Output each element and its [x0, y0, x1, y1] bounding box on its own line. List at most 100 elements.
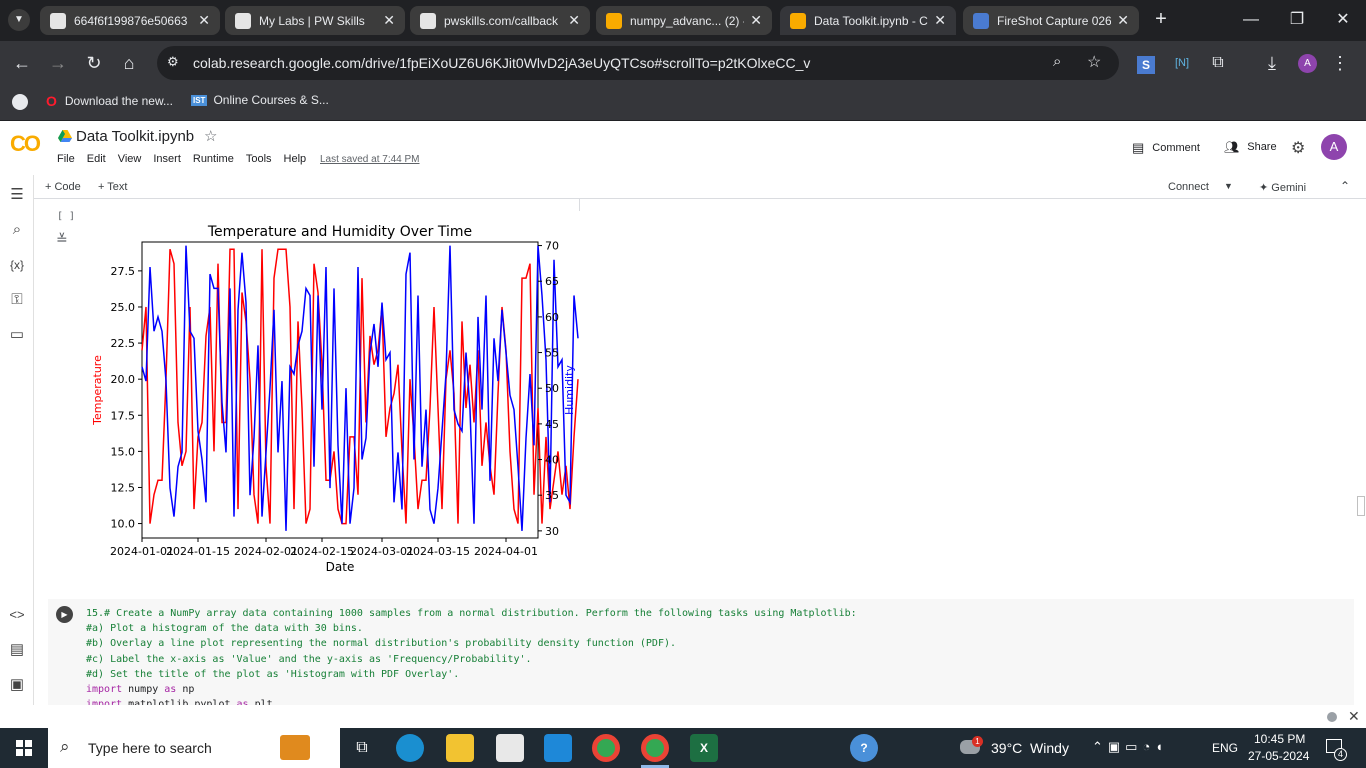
- tab-close-icon[interactable]: ✕: [198, 12, 210, 28]
- windows-start-icon[interactable]: [16, 740, 32, 756]
- command-palette-icon[interactable]: ▤: [9, 641, 25, 658]
- menu-file[interactable]: File: [57, 153, 75, 165]
- share-people-icon: 👥︎: [1224, 140, 1240, 154]
- close-panel-icon[interactable]: ✕: [1348, 708, 1360, 724]
- forward-icon[interactable]: →: [49, 53, 67, 73]
- menu-help[interactable]: Help: [283, 153, 307, 165]
- weather-text[interactable]: 39°C Windy: [991, 740, 1069, 756]
- star-icon[interactable]: ☆: [204, 128, 218, 145]
- bookmark-star-icon[interactable]: ☆: [1087, 54, 1102, 71]
- browser-tab[interactable]: pwskills.com/callback ✕: [410, 6, 590, 35]
- notebook-title[interactable]: Data Toolkit.ipynb: [76, 128, 195, 145]
- run-cell-button[interactable]: ▶: [56, 606, 73, 623]
- share-label: Share: [1247, 141, 1277, 153]
- tab-close-icon[interactable]: ✕: [383, 12, 395, 28]
- y-left-tick-label: 10.0: [111, 518, 136, 531]
- browser-tab[interactable]: My Labs | PW Skills ✕: [225, 6, 405, 35]
- excel-icon[interactable]: X: [690, 734, 718, 762]
- reload-icon[interactable]: ↻: [86, 53, 102, 73]
- close-window-icon[interactable]: ✕: [1336, 11, 1350, 28]
- download-icon[interactable]: ⤓: [1268, 53, 1276, 73]
- browser-tab[interactable]: 664f6f199876e50663 ✕: [40, 6, 220, 35]
- variables-icon[interactable]: {x}: [9, 258, 24, 272]
- colab-logo[interactable]: CO: [10, 131, 41, 156]
- y-left-tick-label: 25.0: [111, 301, 136, 314]
- zoom-icon[interactable]: ⌕: [1053, 53, 1062, 70]
- chrome-icon[interactable]: [592, 734, 620, 762]
- task-view-icon[interactable]: ⧉: [356, 739, 368, 756]
- secrets-key-icon[interactable]: ⚿: [11, 291, 23, 308]
- tab-close-icon[interactable]: ✕: [1117, 12, 1129, 28]
- address-bar[interactable]: ⚙ colab.research.google.com/drive/1fpEiX…: [157, 46, 1119, 80]
- scrollbar-thumb[interactable]: [1357, 496, 1365, 516]
- comment-button[interactable]: ▤ Comment: [1132, 140, 1200, 156]
- menu-tools[interactable]: Tools: [245, 153, 272, 165]
- browser-menu-icon[interactable]: ⋮: [1331, 53, 1349, 73]
- vscode-icon[interactable]: [544, 734, 572, 762]
- bookmark-download[interactable]: O Download the new...: [46, 93, 173, 109]
- menu-edit[interactable]: Edit: [86, 153, 106, 165]
- tab-title: My Labs | PW Skills: [259, 13, 365, 28]
- y-left-tick-label: 12.5: [111, 481, 136, 494]
- site-info-icon[interactable]: ⚙: [167, 54, 179, 69]
- y-left-tick-label: 15.0: [111, 445, 136, 458]
- connect-button[interactable]: Connect: [1168, 181, 1209, 193]
- chrome-icon[interactable]: [641, 734, 669, 762]
- add-code-button[interactable]: + Code: [45, 181, 81, 193]
- extensions-icon[interactable]: ⧉: [1212, 54, 1224, 71]
- gemini-button[interactable]: ✦ Gemini: [1259, 182, 1307, 194]
- code-line: #c) Label the x-axis as 'Value' and the …: [86, 653, 532, 665]
- clock-time[interactable]: 10:45 PM: [1254, 732, 1306, 746]
- extension-s-icon[interactable]: S: [1134, 51, 1158, 75]
- share-button[interactable]: 👥︎ Share: [1224, 140, 1277, 154]
- system-tray-icons[interactable]: ⌃▣▭◔◖: [1092, 739, 1169, 754]
- cell-bracket[interactable]: [ ]: [57, 211, 76, 222]
- tab-search-button[interactable]: ▼: [8, 9, 30, 31]
- menu-view[interactable]: View: [117, 153, 142, 165]
- bookmark-online-courses[interactable]: IST Online Courses & S...: [191, 93, 329, 107]
- files-folder-icon[interactable]: ▭: [9, 326, 25, 343]
- mail-icon[interactable]: [496, 734, 524, 762]
- drive-icon[interactable]: [58, 130, 72, 142]
- table-of-contents-icon[interactable]: ☰: [10, 186, 24, 203]
- tab-close-icon[interactable]: ✕: [934, 12, 946, 28]
- clock-date[interactable]: 27-05-2024: [1248, 749, 1310, 763]
- output-actions-icon[interactable]: ≚: [56, 231, 68, 247]
- restore-icon[interactable]: ❐: [1289, 11, 1305, 28]
- minimize-icon[interactable]: —: [1243, 11, 1259, 28]
- code-cell[interactable]: ▶ 15.# Create a NumPy array data contain…: [48, 599, 1354, 705]
- language-indicator[interactable]: ENG: [1212, 741, 1239, 755]
- back-icon[interactable]: ←: [13, 53, 31, 73]
- browser-tab[interactable]: FireShot Capture 026 ✕: [963, 6, 1139, 35]
- menu-insert[interactable]: Insert: [153, 153, 181, 165]
- code-line: 15.# Create a NumPy array data containin…: [86, 608, 857, 619]
- tab-close-icon[interactable]: ✕: [750, 12, 762, 28]
- collapse-icon[interactable]: ⌃: [1340, 179, 1351, 193]
- menu-runtime[interactable]: Runtime: [192, 153, 234, 165]
- add-text-button[interactable]: + Text: [98, 181, 128, 193]
- settings-gear-icon[interactable]: ⚙: [1291, 140, 1306, 157]
- account-avatar[interactable]: A: [1321, 134, 1347, 160]
- code-editor[interactable]: 15.# Create a NumPy array data containin…: [86, 606, 857, 705]
- tab-close-icon[interactable]: ✕: [568, 12, 580, 28]
- browser-tab[interactable]: Data Toolkit.ipynb - C ✕: [780, 6, 956, 35]
- new-tab-button[interactable]: +: [1155, 8, 1167, 30]
- last-saved-link[interactable]: Last saved at 7:44 PM: [320, 154, 420, 165]
- terminal-icon[interactable]: ▣: [9, 676, 25, 693]
- profile-avatar[interactable]: A: [1298, 54, 1317, 73]
- x-tick-label: 2024-03-15: [406, 545, 470, 558]
- tab-favicon-icon: [606, 12, 622, 29]
- extension-n-icon[interactable]: [N]: [1174, 57, 1190, 69]
- help-icon[interactable]: ?: [850, 734, 878, 762]
- tab-title: 664f6f199876e50663: [74, 13, 188, 28]
- url-text[interactable]: colab.research.google.com/drive/1fpEiXoU…: [193, 55, 811, 71]
- code-snippets-icon[interactable]: <>: [9, 607, 25, 622]
- taskbar-search[interactable]: ⌕ Type here to search: [48, 728, 340, 768]
- home-icon[interactable]: ⌂: [123, 53, 135, 73]
- search-icon[interactable]: ⌕: [12, 221, 22, 238]
- edge-icon[interactable]: [396, 734, 424, 762]
- browser-tab[interactable]: numpy_advanc... (2) - ✕: [596, 6, 772, 35]
- browser-tab-bar: ▼ 664f6f199876e50663 ✕ My Labs | PW Skills…: [0, 0, 1366, 41]
- connect-dropdown-icon[interactable]: ▼: [1224, 181, 1233, 191]
- file-explorer-icon[interactable]: [446, 734, 474, 762]
